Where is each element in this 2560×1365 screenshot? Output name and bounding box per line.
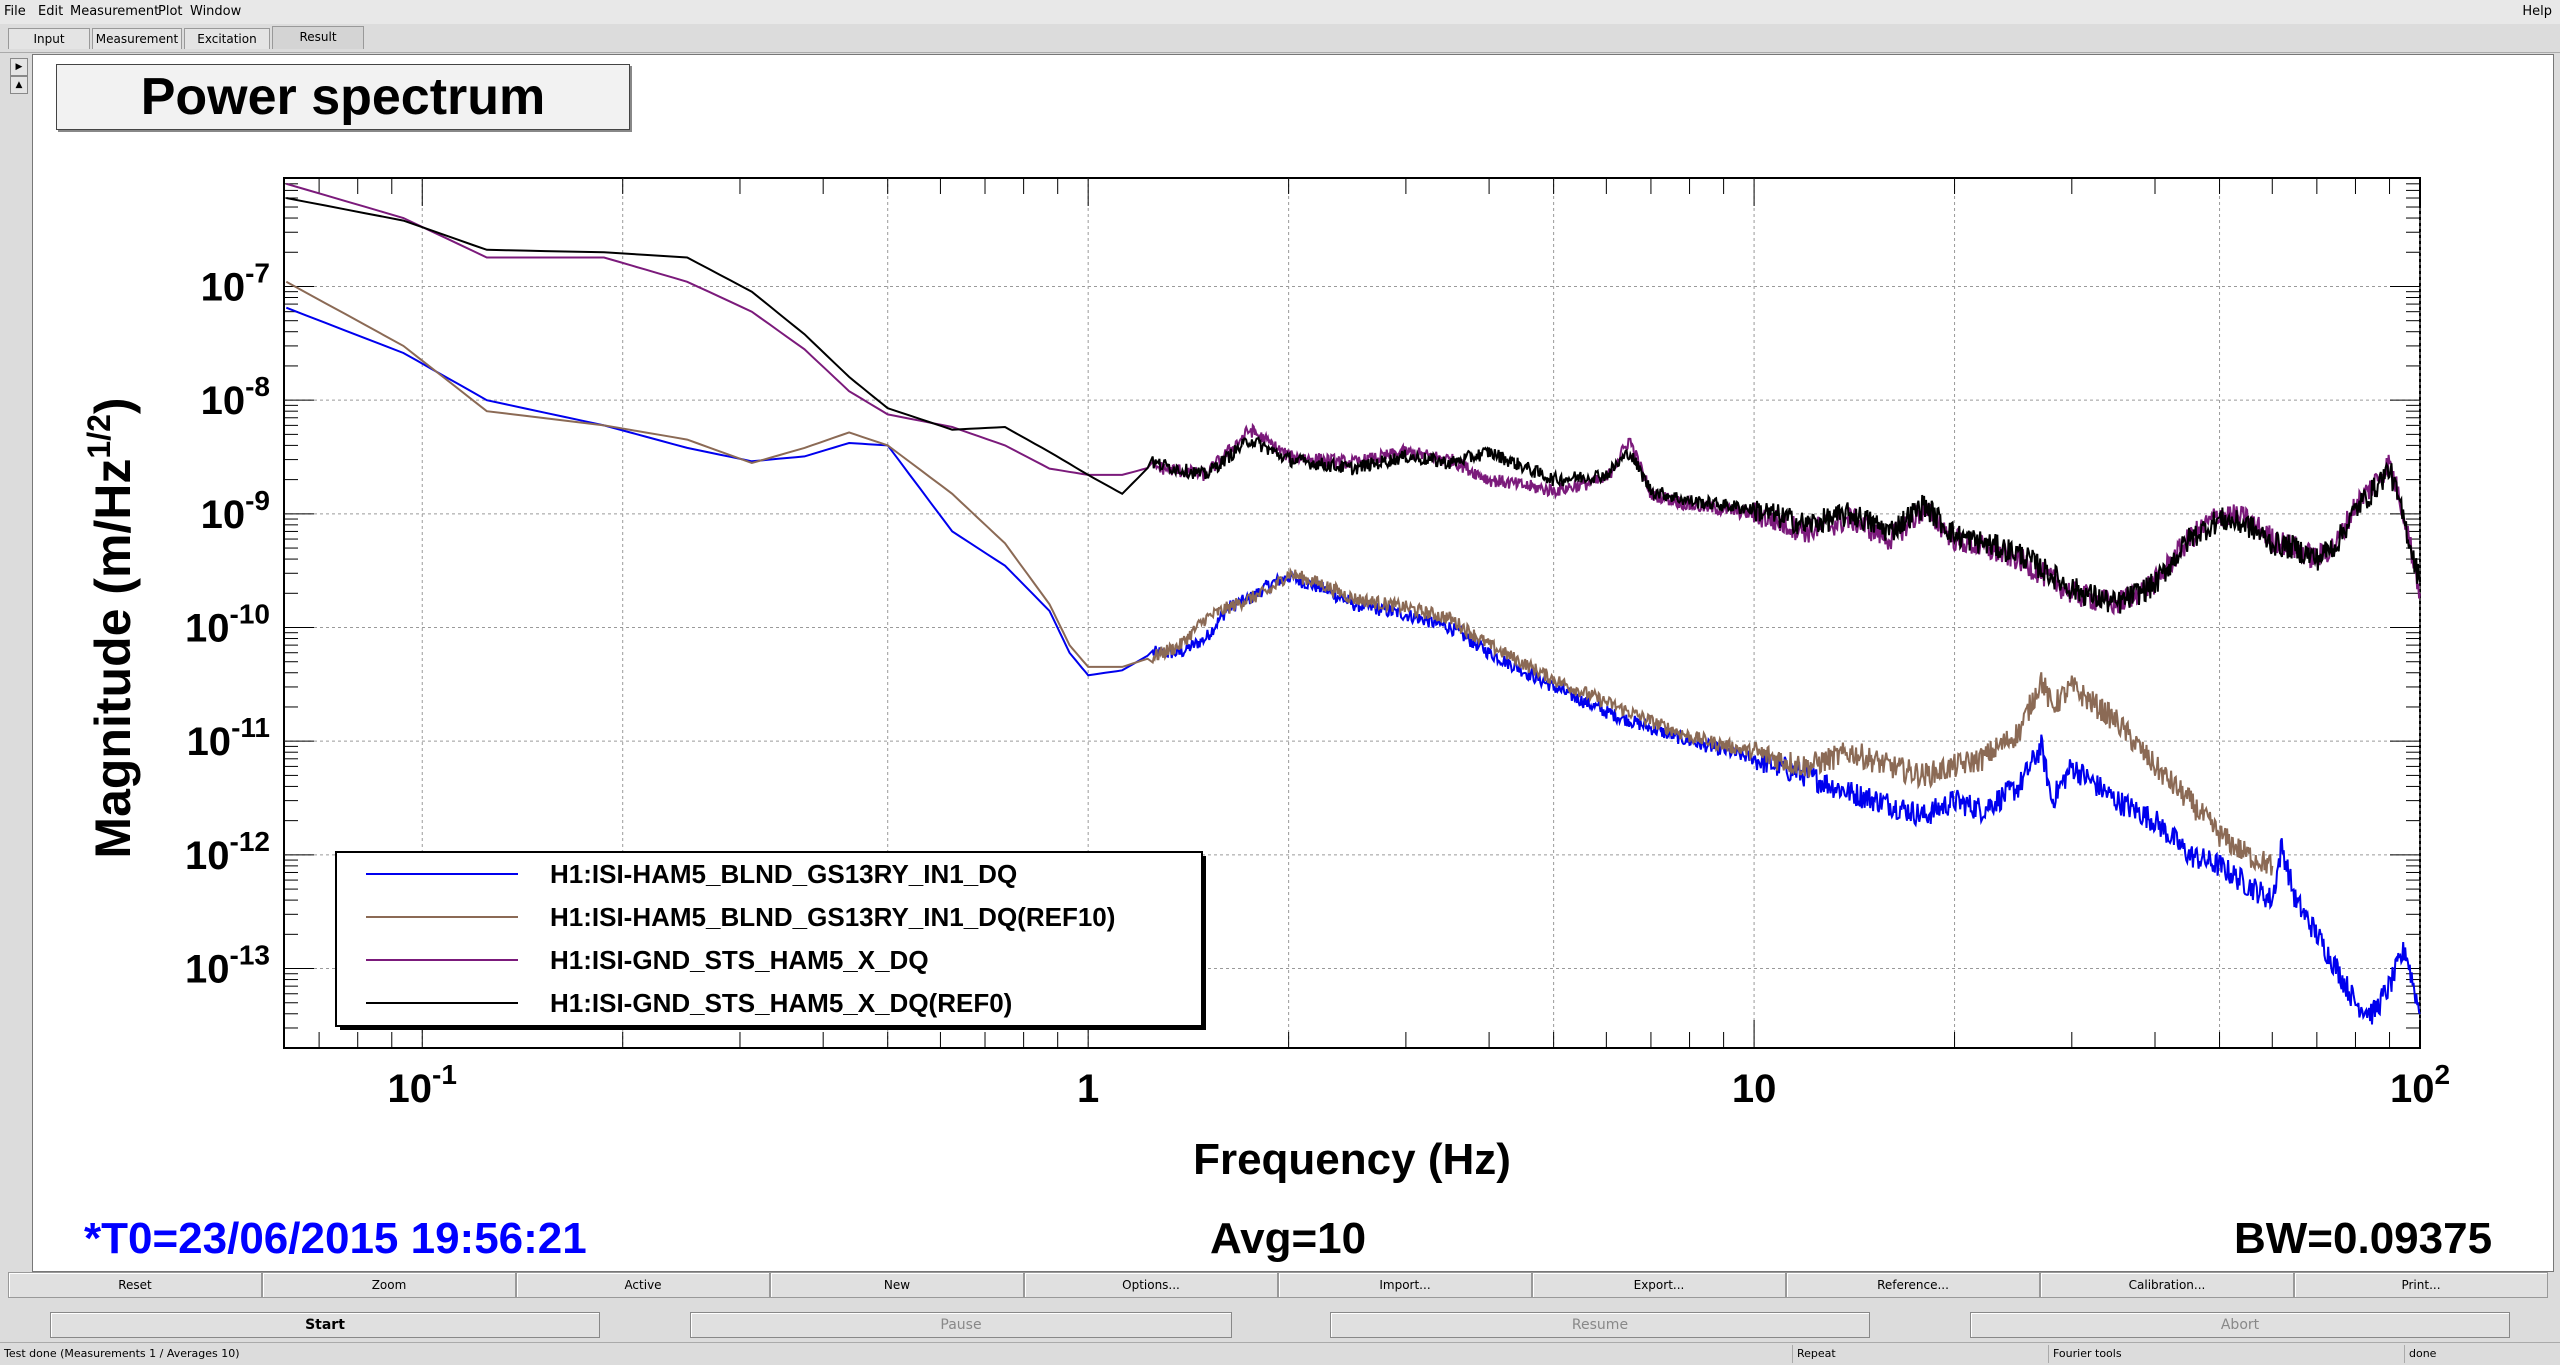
t0-label: *T0=23/06/2015 19:56:21 [84,1214,587,1263]
legend-box [335,851,1203,1027]
tab-result[interactable]: Result [272,26,364,49]
status-bar: Test done (Measurements 1 / Averages 10)… [0,1342,2560,1365]
tab-measurement[interactable]: Measurement [92,28,182,49]
status-fourier-tools: Fourier tools [2048,1345,2403,1363]
x-tick-label: 10-1 [388,1059,457,1111]
print-button[interactable]: Print... [2294,1272,2548,1298]
series-line [285,280,2274,876]
reference-button[interactable]: Reference... [1786,1272,2040,1298]
new-button[interactable]: New [770,1272,1024,1298]
y-tick-label: 10-9 [201,485,270,537]
collapse-arrow-icon[interactable]: ▲ [10,76,28,94]
series-3 [286,197,2421,614]
y-tick-label: 10-12 [185,826,270,878]
legend-label: H1:ISI-GND_STS_HAM5_X_DQ [550,945,929,975]
menu-help[interactable]: Help [2522,4,2552,19]
x-tick-label: 1 [1077,1067,1099,1111]
function-button-row: Reset Zoom Active New Options... Import.… [8,1272,2552,1300]
active-button[interactable]: Active [516,1272,770,1298]
legend-label: H1:ISI-HAM5_BLND_GS13RY_IN1_DQ [550,859,1017,889]
menu-edit[interactable]: Edit [38,4,64,19]
plot-title-box: Power spectrum [56,64,630,130]
y-tick-label: 10-7 [201,257,270,309]
reset-button[interactable]: Reset [8,1272,262,1298]
menu-plot[interactable]: Plot [158,4,183,19]
tab-bar: Input Measurement Excitation Result [0,24,2560,53]
pause-button[interactable]: Pause [690,1312,1232,1338]
x-tick-label: 10 [1732,1067,1777,1111]
import-button[interactable]: Import... [1278,1272,1532,1298]
series-1 [285,280,2274,876]
tab-input[interactable]: Input [8,28,90,49]
series-line [286,197,2421,614]
menu-window[interactable]: Window [190,4,242,19]
control-row: Start Pause Resume Abort [0,1310,2560,1340]
x-axis-label: Frequency (Hz) [1193,1135,1511,1184]
status-state: done [2404,1345,2559,1363]
y-tick-label: 10-13 [185,940,270,992]
y-tick-label: 10-8 [201,371,270,423]
status-message: Test done (Measurements 1 / Averages 10) [4,1347,240,1360]
y-tick-label: 10-11 [187,712,270,764]
resume-button[interactable]: Resume [1330,1312,1870,1338]
legend-label: H1:ISI-GND_STS_HAM5_X_DQ(REF0) [550,988,1012,1018]
menu-measurement[interactable]: Measurement [70,4,160,19]
series-line [286,182,2421,616]
status-repeat: Repeat [1792,1345,2047,1363]
series-2 [286,182,2421,616]
calibration-button[interactable]: Calibration... [2040,1272,2294,1298]
x-tick-label: 102 [2390,1059,2450,1111]
avg-label: Avg=10 [1210,1214,1367,1263]
y-tick-label: 10-10 [185,599,270,651]
start-button[interactable]: Start [50,1312,600,1338]
options-button[interactable]: Options... [1024,1272,1278,1298]
zoom-button[interactable]: Zoom [262,1272,516,1298]
menu-file[interactable]: File [4,4,26,19]
export-button[interactable]: Export... [1532,1272,1786,1298]
plot-title: Power spectrum [140,68,546,126]
tab-excitation[interactable]: Excitation [184,28,270,49]
y-axis-label: Magnitude (m/Hz1/2) [81,397,141,858]
bw-label: BW=0.09375 [2234,1214,2493,1263]
expand-arrow-icon[interactable]: ▶ [10,58,28,76]
abort-button[interactable]: Abort [1970,1312,2510,1338]
legend-label: H1:ISI-HAM5_BLND_GS13RY_IN1_DQ(REF10) [550,902,1115,932]
